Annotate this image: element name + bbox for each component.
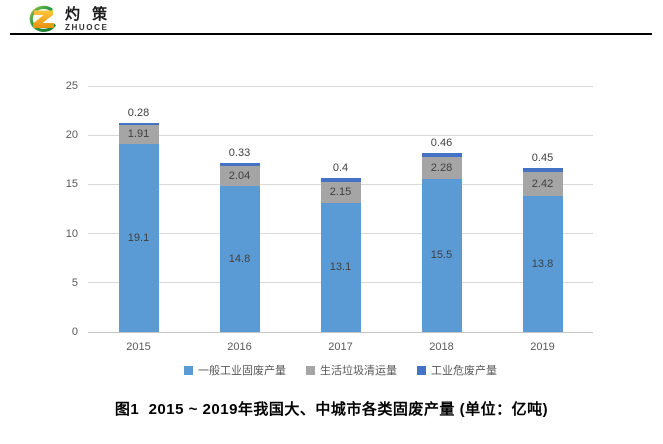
bar-value-label: 15.5 [430, 249, 453, 262]
x-tick-label: 2017 [328, 341, 353, 353]
legend-label: 一般工业固废产量 [198, 365, 286, 377]
x-tick-label: 2019 [530, 341, 555, 353]
bar-value-label: 2.42 [531, 177, 554, 190]
y-tick-label: 25 [65, 80, 78, 92]
x-tick-label: 2015 [126, 341, 151, 353]
zhuoce-logo-icon [25, 4, 59, 34]
plot-area: 19.1 14.8 13.1 15.5 13.8 1.91 2.04 2.15 2.28 2.42… [88, 85, 593, 333]
bar-segment [118, 144, 159, 332]
y-tick-label: 20 [65, 129, 78, 142]
y-tick-label: 10 [65, 227, 78, 240]
legend-item: 工业危废产量 [417, 362, 497, 378]
bar-segment [421, 152, 462, 158]
bar-value-label: 13.1 [329, 261, 352, 274]
legend-swatch [306, 365, 315, 375]
legend-label: 工业危废产量 [431, 365, 497, 377]
bar-total-label: 0.45 [531, 151, 554, 164]
grid-line [88, 85, 593, 87]
legend-swatch [417, 365, 426, 375]
brand-name-cn: 灼 策 [65, 5, 112, 23]
bar-segment [219, 163, 260, 167]
bar-segment [421, 179, 462, 332]
y-tick-label: 15 [65, 178, 78, 191]
bar-segment [219, 166, 260, 187]
brand-name-en: ZHUOCE [65, 22, 109, 32]
bar-segment [522, 196, 563, 332]
bar-value-label: 2.04 [228, 169, 251, 182]
bar-value-label: 14.8 [228, 252, 251, 265]
legend-swatch [184, 365, 193, 375]
bar-total-label: 0.46 [430, 136, 453, 149]
bar-value-label: 2.15 [329, 186, 352, 199]
bar-segment [421, 157, 462, 180]
bar-segment [118, 122, 159, 126]
bar-segment [118, 125, 159, 145]
header-logo: 灼 策 ZHUOCE [25, 4, 111, 34]
legend: 一般工业固废产量 生活垃圾清运量 工业危废产量 [88, 362, 593, 378]
brand-text: 灼 策 ZHUOCE [65, 7, 111, 32]
bar-segment [320, 203, 361, 332]
bar-segment [219, 186, 260, 332]
legend-item: 一般工业固废产量 [184, 362, 286, 378]
bar-value-label: 19.1 [127, 231, 150, 244]
header-divider [10, 33, 652, 35]
figure-caption: 图1 2015 ~ 2019年我国大、中城市各类固废产量 (单位：亿吨) [114, 401, 549, 418]
bar-total-label: 0.28 [127, 106, 150, 119]
y-tick-label: 5 [71, 276, 78, 289]
legend-item: 生活垃圾清运量 [306, 362, 397, 378]
bar-segment [522, 172, 563, 197]
bar-segment [320, 181, 361, 204]
legend-label: 生活垃圾清运量 [320, 365, 397, 377]
bar-value-label: 2.28 [430, 161, 453, 174]
bar-value-label: 13.8 [531, 257, 554, 270]
grid-line [88, 134, 593, 136]
bar-total-label: 0.33 [228, 147, 251, 160]
bar-value-label: 1.91 [127, 128, 150, 141]
x-tick-label: 2016 [227, 341, 252, 353]
x-tick-label: 2018 [429, 341, 454, 353]
x-axis-line [88, 331, 593, 333]
bar-segment [522, 167, 563, 173]
y-tick-label: 0 [71, 326, 78, 338]
bar-segment [320, 178, 361, 182]
bar-total-label: 0.4 [332, 162, 349, 175]
